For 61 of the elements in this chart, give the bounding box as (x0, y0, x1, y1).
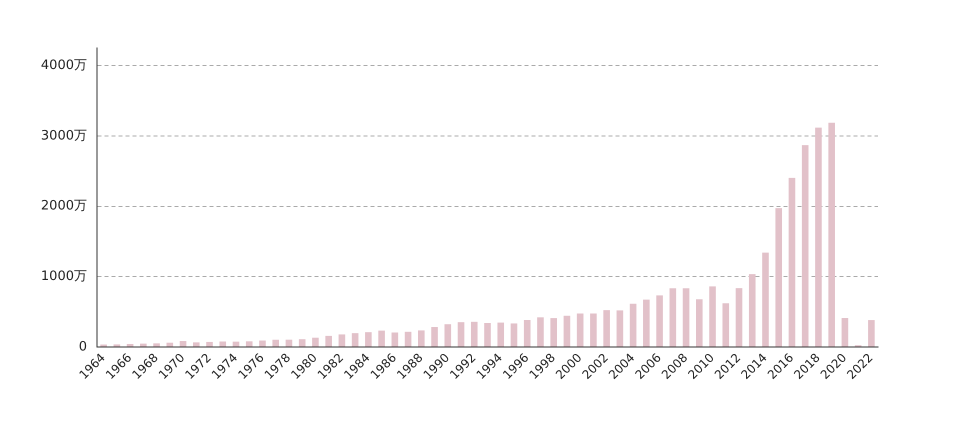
bar (325, 336, 332, 346)
bar (298, 339, 306, 346)
bar (338, 334, 346, 346)
bar (709, 286, 716, 346)
bar (140, 344, 147, 346)
bar (180, 341, 186, 346)
bar (232, 342, 240, 346)
bar (126, 344, 134, 346)
y-tick-label: 4000万 (40, 58, 87, 73)
bar (484, 323, 491, 346)
bar (788, 178, 796, 346)
bar (272, 340, 280, 346)
bar (537, 317, 544, 346)
bar (722, 303, 730, 346)
bar (656, 295, 663, 346)
bar (590, 313, 597, 346)
y-tick-label: 3000万 (40, 128, 87, 144)
bar (643, 300, 650, 346)
bar (682, 288, 690, 346)
bar (206, 342, 213, 346)
y-tick-label: 0 (78, 339, 87, 354)
bar (286, 340, 292, 346)
bar (510, 323, 518, 346)
bar (246, 341, 253, 346)
bar (762, 252, 769, 346)
bar (365, 332, 372, 346)
bar (603, 310, 610, 346)
bar (630, 304, 636, 346)
bar (828, 122, 835, 346)
bar (444, 324, 452, 346)
bar (524, 320, 531, 346)
bar (564, 316, 570, 346)
bar (616, 310, 624, 346)
bar (576, 314, 584, 346)
bar (868, 320, 875, 346)
bar (497, 322, 504, 346)
bar (153, 343, 160, 346)
bar (219, 342, 226, 346)
bar (352, 333, 358, 346)
bar (736, 288, 742, 346)
bar (259, 340, 266, 346)
bar (470, 322, 478, 346)
bar (192, 342, 200, 346)
bar (418, 330, 425, 346)
bar (431, 327, 438, 346)
bar (378, 330, 385, 346)
bar (802, 145, 809, 346)
bar (696, 299, 703, 346)
bar (312, 338, 319, 346)
bar (775, 208, 782, 346)
bar (748, 274, 756, 346)
bar (458, 322, 464, 346)
bar (392, 332, 398, 346)
y-tick-label: 2000万 (40, 198, 87, 214)
bar (670, 288, 676, 346)
y-tick-label: 1000万 (40, 269, 87, 284)
bar (550, 318, 557, 346)
bar (166, 342, 174, 346)
bar (815, 128, 822, 346)
bar (404, 332, 412, 346)
bar (842, 318, 848, 346)
